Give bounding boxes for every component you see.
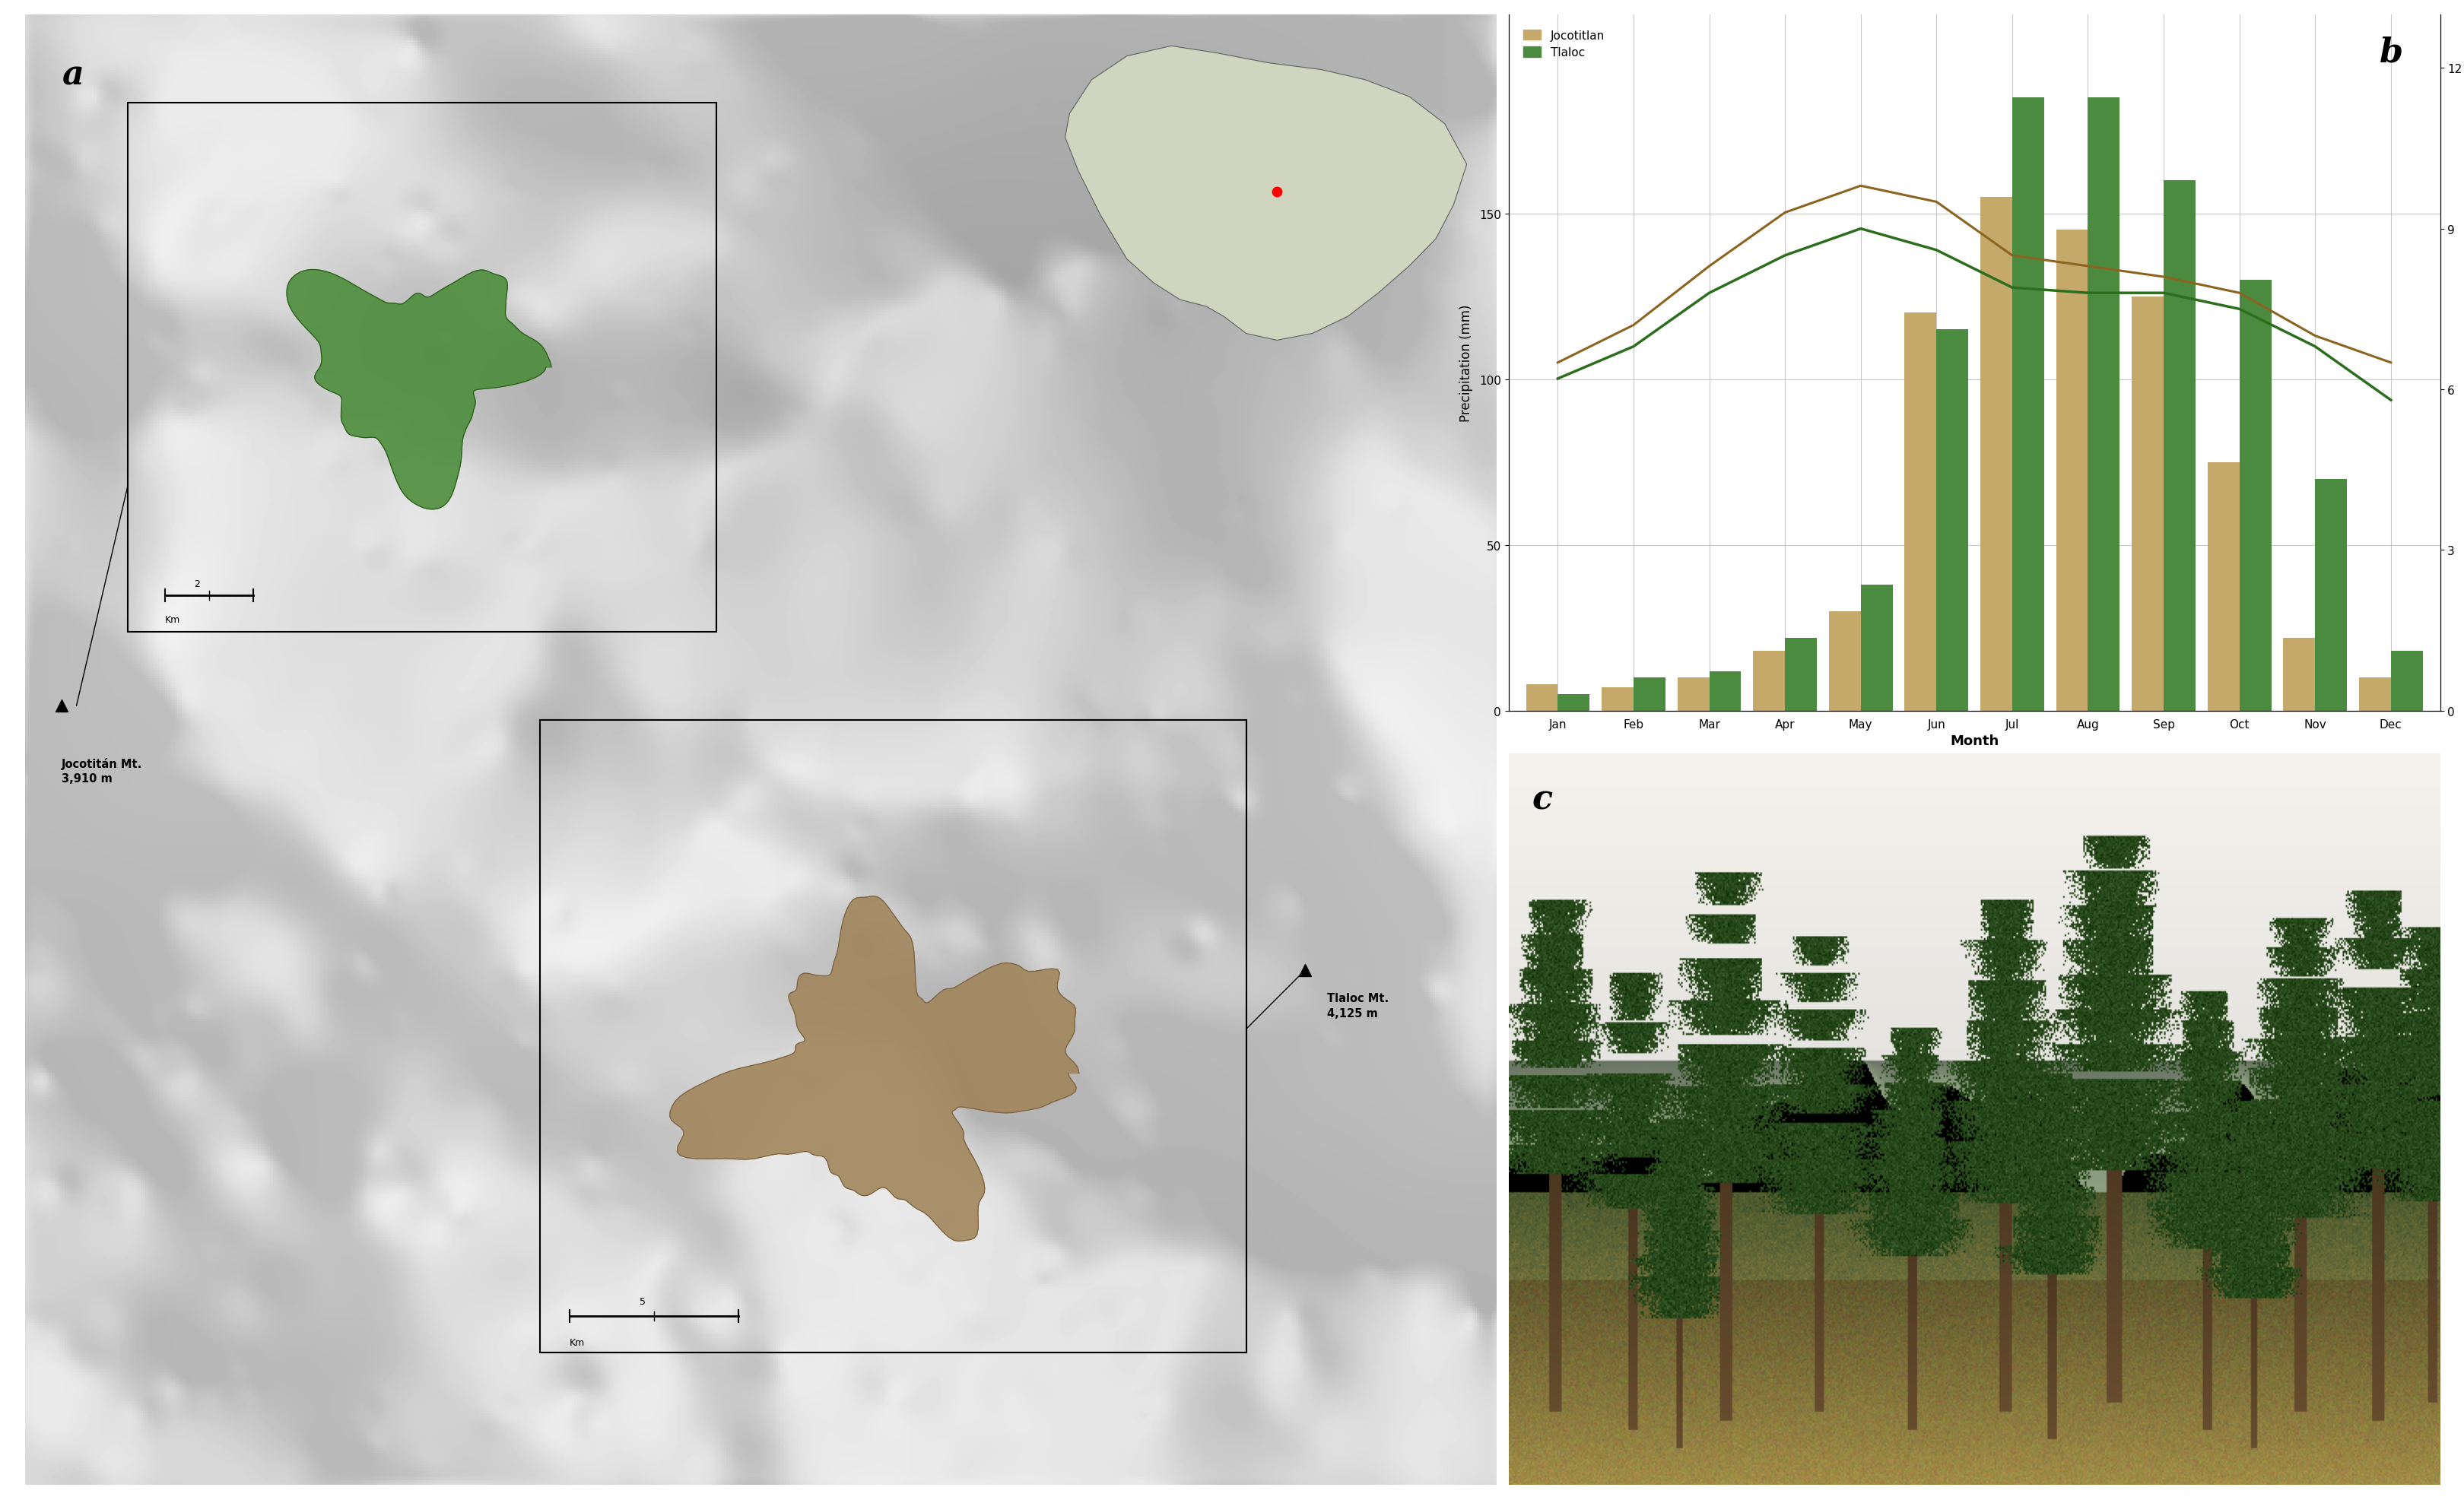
Text: 99°30'0"W: 99°30'0"W	[458, 0, 532, 3]
Bar	[2358, 678, 2390, 711]
Polygon shape	[670, 897, 1079, 1242]
Bar	[540, 720, 1247, 1353]
Text: c: c	[1530, 783, 1552, 816]
Bar	[1678, 678, 1708, 711]
Legend: Jocotitlan, Tlaloc: Jocotitlan, Tlaloc	[1513, 21, 1614, 68]
Bar	[1937, 330, 1969, 711]
Bar	[1557, 694, 1589, 711]
Text: 19°36'N: 19°36'N	[1513, 945, 1528, 996]
Bar	[1752, 651, 1784, 711]
Bar	[2131, 297, 2163, 711]
Bar	[2208, 462, 2240, 711]
Bar	[1828, 612, 1860, 711]
Text: Jocotitán Mt.
3,910 m: Jocotitán Mt. 3,910 m	[62, 758, 143, 785]
Text: a: a	[62, 58, 84, 92]
Text: Km: Km	[569, 1338, 584, 1347]
Text: Tlaloc Mt.
4,125 m: Tlaloc Mt. 4,125 m	[1326, 993, 1387, 1018]
Bar	[2087, 98, 2119, 711]
Text: 20°0'N: 20°0'N	[1513, 405, 1528, 448]
Bar	[1860, 585, 1892, 711]
Text: b: b	[2378, 36, 2402, 69]
Bar	[2055, 231, 2087, 711]
Bar	[2163, 182, 2195, 711]
Bar	[128, 104, 717, 633]
Bar	[2240, 280, 2269, 711]
Bar	[1602, 688, 1634, 711]
Polygon shape	[286, 270, 552, 510]
Bar	[2314, 479, 2346, 711]
Bar	[1525, 684, 1557, 711]
Text: 99°0'0"W: 99°0'0"W	[1067, 0, 1131, 3]
Bar	[1979, 198, 2011, 711]
Bar	[1784, 639, 1816, 711]
Y-axis label: Precipitation (mm): Precipitation (mm)	[1459, 304, 1473, 422]
Bar	[2390, 651, 2422, 711]
X-axis label: Month: Month	[1949, 734, 1998, 748]
Text: 2: 2	[195, 579, 200, 590]
Bar	[1905, 313, 1937, 711]
Bar	[1634, 678, 1666, 711]
Text: 5: 5	[638, 1296, 646, 1306]
Text: Km: Km	[165, 615, 180, 624]
Bar	[2011, 98, 2043, 711]
Bar	[2282, 639, 2314, 711]
Bar	[1708, 672, 1740, 711]
